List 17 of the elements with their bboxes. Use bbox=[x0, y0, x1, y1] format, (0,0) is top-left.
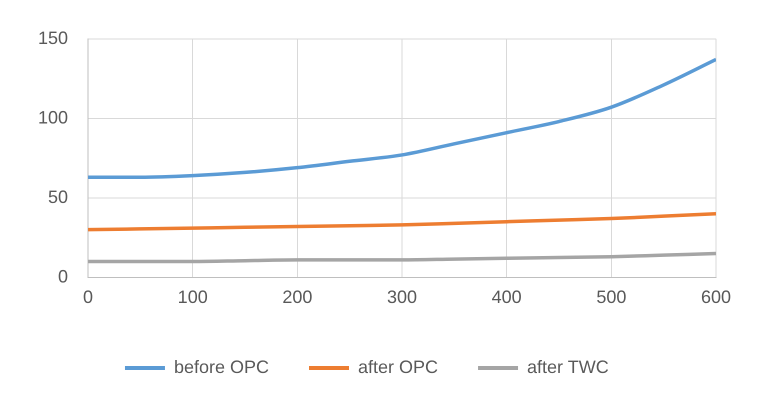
y-tick-label: 50 bbox=[48, 186, 68, 207]
line-series bbox=[88, 212, 716, 232]
line-series bbox=[88, 58, 716, 179]
y-tick-label: 0 bbox=[58, 266, 68, 286]
legend-label: before OPC bbox=[174, 356, 270, 377]
x-tick-label: 100 bbox=[178, 287, 208, 308]
x-tick-label: 200 bbox=[282, 287, 312, 308]
x-tick-label: 400 bbox=[492, 287, 522, 308]
y-tick-label: 100 bbox=[38, 107, 68, 128]
x-tick-label: 500 bbox=[596, 287, 626, 308]
x-tick-label: 300 bbox=[386, 287, 418, 308]
x-tick-label: 0 bbox=[83, 287, 94, 308]
legend-label: after OPC bbox=[358, 356, 438, 377]
x-tick-label: 600 bbox=[700, 287, 732, 308]
line-series bbox=[88, 252, 716, 264]
legend-label: after TWC bbox=[527, 356, 609, 377]
y-tick-label: 150 bbox=[38, 28, 68, 48]
